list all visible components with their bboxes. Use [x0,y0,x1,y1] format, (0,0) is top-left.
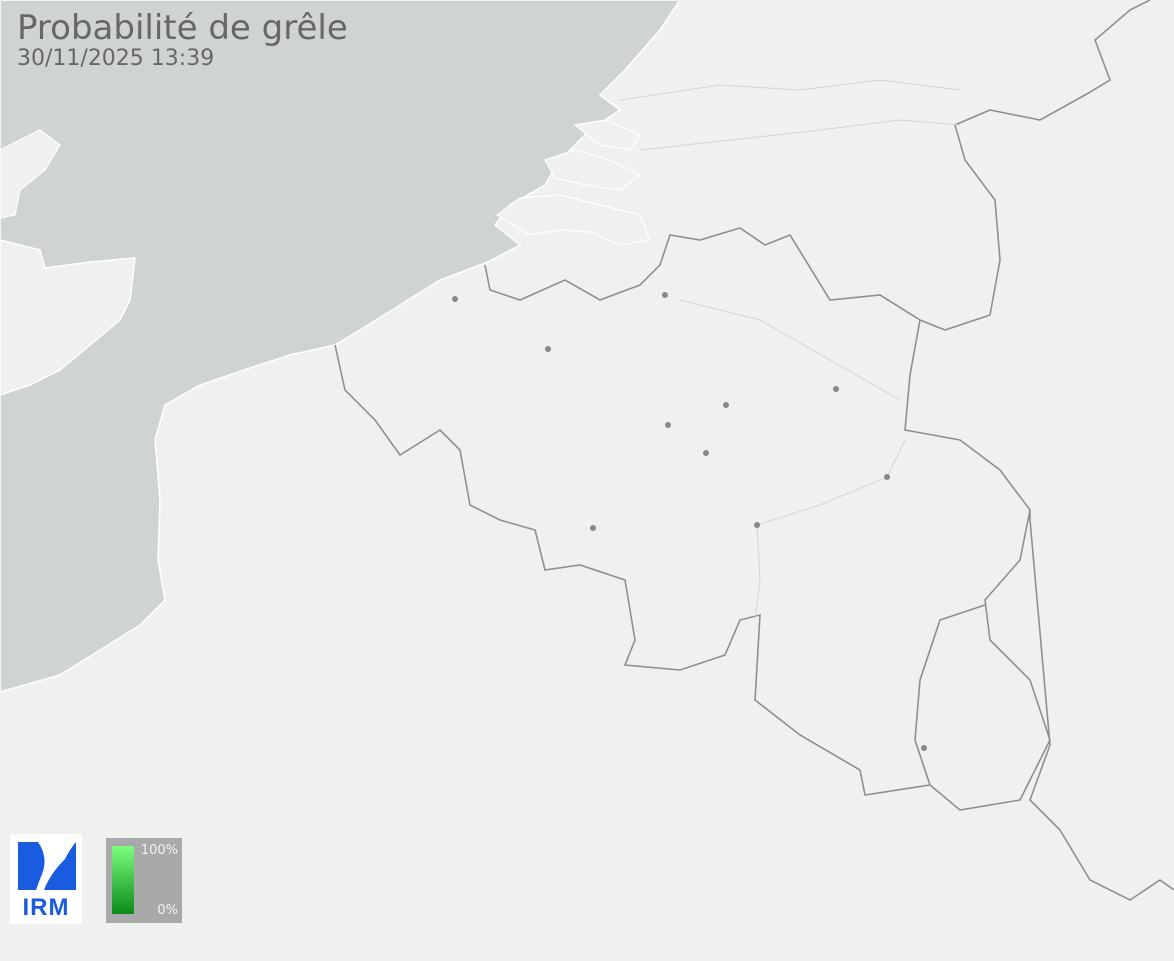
legend-min-label: 0% [157,903,178,918]
sea [0,0,681,693]
city-dot [723,402,729,408]
city-dot [921,745,927,751]
city-dot [662,292,668,298]
city-dot [884,474,890,480]
england-coast-north [0,129,61,219]
city-dot [590,525,596,531]
luxembourg-border [914,604,986,786]
city-dot [452,296,458,302]
city-dot [754,522,760,528]
city-dot [665,422,671,428]
germany-belgium-border [1029,510,1174,901]
probability-legend: 100% 0% [106,838,182,923]
england-coast [0,239,136,396]
irm-logo-mark [18,842,76,890]
irm-logo: IRM [10,834,82,924]
legend-max-label: 100% [140,843,178,858]
city-dot [703,450,709,456]
map-timestamp: 30/11/2025 13:39 [17,46,215,71]
legend-gradient-bar [112,846,134,914]
belgium-border [334,227,1051,811]
germany-netherlands-border [919,0,1151,331]
irm-logo-text: IRM [22,894,70,921]
city-dot [833,386,839,392]
cities [452,292,927,751]
city-dot [545,346,551,352]
zeeland-islands [495,119,651,246]
borders [334,0,1174,901]
rivers [619,79,961,621]
map-title: Probabilité de grêle [17,8,348,48]
